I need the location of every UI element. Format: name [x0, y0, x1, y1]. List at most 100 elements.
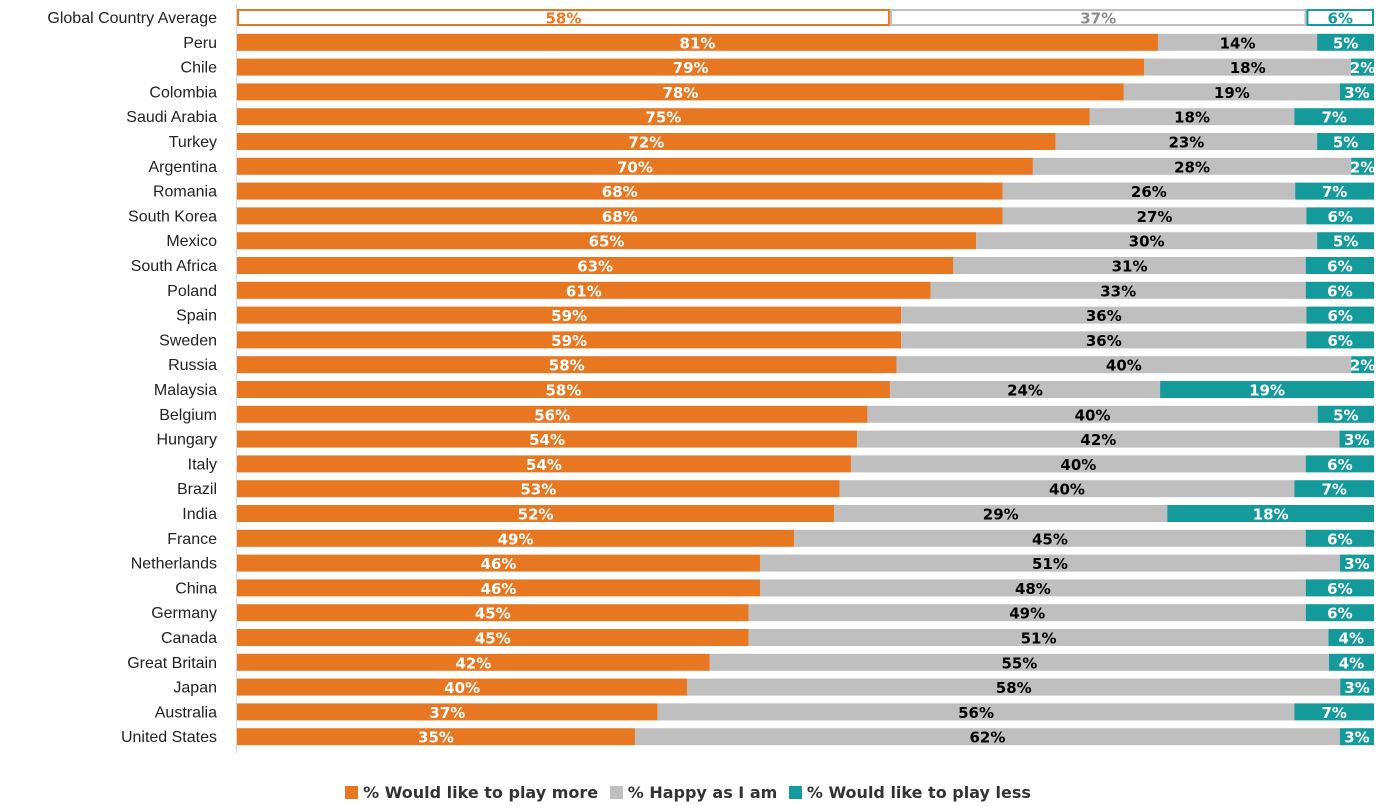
- legend-label-play-less: % Would like to play less: [806, 783, 1031, 802]
- data-label: 49%: [498, 530, 534, 548]
- data-label: 2%: [1350, 158, 1375, 176]
- bar-segment: [237, 405, 868, 423]
- bar-segment: [709, 653, 1329, 671]
- data-label: 78%: [662, 84, 698, 102]
- bar-segment: [839, 480, 1295, 498]
- data-label: 61%: [566, 282, 602, 300]
- data-label: 36%: [1086, 307, 1122, 325]
- data-label: 7%: [1321, 481, 1346, 499]
- bar-segment: [237, 33, 1158, 51]
- data-label: 6%: [1327, 332, 1352, 350]
- bar-segment: [748, 629, 1329, 646]
- bar-segment: [237, 678, 688, 696]
- data-label: 3%: [1344, 679, 1369, 697]
- bar-segment: [1294, 480, 1374, 498]
- bar-segment: [657, 703, 1295, 721]
- bar-segment: [1306, 9, 1374, 26]
- data-label: 36%: [1086, 332, 1122, 350]
- bar-segment: [1160, 381, 1374, 398]
- data-label: 46%: [481, 580, 517, 598]
- data-label: 81%: [680, 34, 716, 52]
- data-label: 2%: [1350, 357, 1375, 375]
- category-label: Russia: [168, 357, 217, 374]
- data-label: 45%: [1032, 530, 1068, 548]
- data-label: 59%: [551, 307, 587, 325]
- bar-segment: [1351, 356, 1374, 374]
- data-label: 5%: [1333, 134, 1358, 152]
- legend-item-play-more: % Would like to play more: [345, 783, 598, 802]
- legend-label-play-more: % Would like to play more: [363, 783, 599, 802]
- bar-segment: [1317, 405, 1374, 423]
- bar-segment: [976, 232, 1318, 250]
- data-label: 35%: [418, 729, 454, 747]
- category-label: Poland: [167, 283, 217, 300]
- bar-segment: [1002, 207, 1307, 225]
- bar-segment: [1328, 653, 1374, 671]
- bar-segment: [237, 58, 1145, 76]
- data-label: 3%: [1344, 431, 1369, 449]
- data-label: 26%: [1131, 183, 1167, 201]
- data-label: 6%: [1327, 456, 1352, 474]
- category-label: France: [167, 531, 217, 548]
- data-label: 54%: [529, 431, 565, 449]
- category-label: Malaysia: [154, 382, 217, 399]
- data-label: 59%: [551, 332, 587, 350]
- bar-segment: [237, 232, 977, 250]
- data-label: 63%: [577, 258, 613, 276]
- bar-segment: [237, 653, 710, 671]
- legend-swatch-play-more: [345, 786, 359, 799]
- legend-swatch-happy: [609, 786, 623, 799]
- bar-segment: [1305, 257, 1374, 274]
- data-label: 79%: [673, 59, 709, 77]
- category-label: Great Britain: [127, 655, 217, 672]
- bar-segment: [237, 83, 1124, 101]
- bar-segment: [237, 281, 931, 299]
- data-label: 6%: [1327, 10, 1352, 28]
- category-label: Romania: [153, 184, 217, 201]
- data-label: 33%: [1100, 282, 1136, 300]
- data-label: 51%: [1032, 555, 1068, 573]
- data-label: 40%: [1075, 406, 1111, 424]
- bar-segment: [237, 108, 1090, 126]
- bar-segment: [237, 703, 658, 721]
- data-label: 40%: [1049, 481, 1085, 499]
- data-label: 3%: [1344, 84, 1369, 102]
- bar-segment: [1328, 629, 1374, 646]
- bar-segment: [1339, 728, 1374, 746]
- bar-segment: [1339, 554, 1374, 572]
- bar-segment: [237, 629, 749, 646]
- bar-segment: [857, 430, 1340, 448]
- data-label: 51%: [1021, 630, 1057, 648]
- data-label: 6%: [1327, 580, 1352, 598]
- data-label: 7%: [1322, 183, 1347, 201]
- bar-segment: [237, 604, 749, 622]
- data-label: 5%: [1333, 406, 1358, 424]
- category-label: South Africa: [131, 258, 217, 275]
- data-label: 53%: [520, 481, 556, 499]
- category-label: South Korea: [128, 208, 217, 225]
- data-label: 52%: [518, 506, 554, 524]
- bar-segment: [1306, 331, 1374, 349]
- data-label: 29%: [983, 506, 1019, 524]
- category-label: Sweden: [159, 332, 217, 349]
- bar-segment: [1339, 83, 1374, 101]
- category-label: Australia: [155, 704, 217, 721]
- data-label: 19%: [1249, 382, 1285, 400]
- bar-segment: [1305, 579, 1374, 597]
- category-label: Brazil: [177, 481, 217, 498]
- category-label: India: [182, 506, 217, 523]
- category-label: United States: [121, 729, 217, 746]
- bar-segment: [889, 9, 1307, 26]
- bar-segment: [1317, 232, 1374, 250]
- bar-segment: [237, 306, 902, 324]
- bar-segment: [1317, 33, 1374, 51]
- bar-segment: [237, 331, 902, 349]
- data-label: 24%: [1007, 382, 1043, 400]
- category-label: Germany: [151, 605, 217, 622]
- data-label: 6%: [1327, 282, 1352, 300]
- data-label: 2%: [1350, 59, 1375, 77]
- data-label: 18%: [1230, 59, 1266, 77]
- category-label: Japan: [173, 680, 217, 697]
- data-label: 4%: [1339, 630, 1364, 648]
- bar-segment: [1305, 529, 1374, 547]
